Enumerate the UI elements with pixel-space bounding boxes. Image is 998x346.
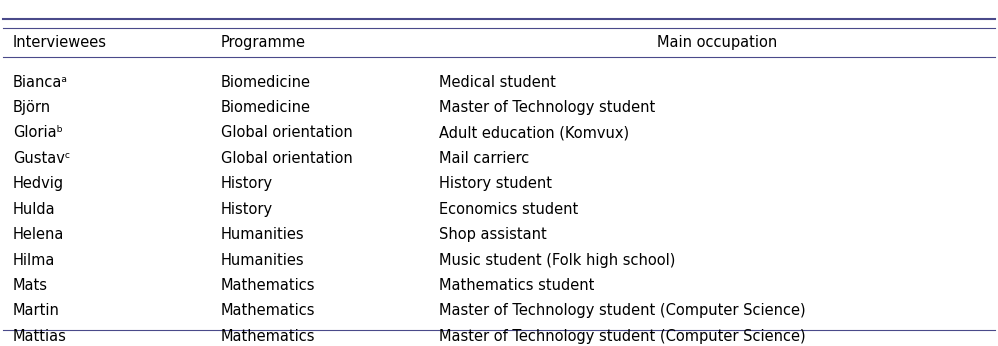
Text: Master of Technology student: Master of Technology student bbox=[439, 100, 656, 115]
Text: Shop assistant: Shop assistant bbox=[439, 227, 547, 242]
Text: Björn: Björn bbox=[13, 100, 51, 115]
Text: History: History bbox=[222, 202, 273, 217]
Text: Humanities: Humanities bbox=[222, 227, 304, 242]
Text: History: History bbox=[222, 176, 273, 191]
Text: Mats: Mats bbox=[13, 278, 48, 293]
Text: Medical student: Medical student bbox=[439, 74, 556, 90]
Text: Biomedicine: Biomedicine bbox=[222, 100, 311, 115]
Text: Mathematics student: Mathematics student bbox=[439, 278, 595, 293]
Text: Helena: Helena bbox=[13, 227, 64, 242]
Text: Music student (Folk high school): Music student (Folk high school) bbox=[439, 253, 676, 267]
Text: Hedvig: Hedvig bbox=[13, 176, 64, 191]
Text: Economics student: Economics student bbox=[439, 202, 579, 217]
Text: Martin: Martin bbox=[13, 303, 60, 318]
Text: Gustavᶜ: Gustavᶜ bbox=[13, 151, 70, 166]
Text: Global orientation: Global orientation bbox=[222, 151, 353, 166]
Text: Mattias: Mattias bbox=[13, 329, 67, 344]
Text: Humanities: Humanities bbox=[222, 253, 304, 267]
Text: Biomedicine: Biomedicine bbox=[222, 74, 311, 90]
Text: Mail carrierc: Mail carrierc bbox=[439, 151, 530, 166]
Text: Master of Technology student (Computer Science): Master of Technology student (Computer S… bbox=[439, 329, 806, 344]
Text: Master of Technology student (Computer Science): Master of Technology student (Computer S… bbox=[439, 303, 806, 318]
Text: Hilma: Hilma bbox=[13, 253, 55, 267]
Text: Interviewees: Interviewees bbox=[13, 35, 107, 50]
Text: Hulda: Hulda bbox=[13, 202, 55, 217]
Text: Mathematics: Mathematics bbox=[222, 329, 315, 344]
Text: Mathematics: Mathematics bbox=[222, 278, 315, 293]
Text: Global orientation: Global orientation bbox=[222, 125, 353, 140]
Text: Adult education (Komvux): Adult education (Komvux) bbox=[439, 125, 630, 140]
Text: Main occupation: Main occupation bbox=[658, 35, 777, 50]
Text: Gloriaᵇ: Gloriaᵇ bbox=[13, 125, 63, 140]
Text: History student: History student bbox=[439, 176, 553, 191]
Text: Mathematics: Mathematics bbox=[222, 303, 315, 318]
Text: Programme: Programme bbox=[222, 35, 306, 50]
Text: Biancaᵃ: Biancaᵃ bbox=[13, 74, 68, 90]
